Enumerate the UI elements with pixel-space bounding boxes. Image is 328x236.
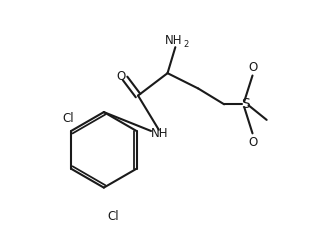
Text: S: S (241, 97, 250, 111)
Text: Cl: Cl (108, 210, 119, 223)
Text: NH: NH (165, 34, 183, 47)
Text: NH: NH (151, 127, 168, 140)
Text: 2: 2 (183, 40, 188, 49)
Text: O: O (249, 135, 258, 149)
Text: O: O (249, 61, 258, 74)
Text: O: O (116, 70, 126, 83)
Text: Cl: Cl (63, 112, 74, 125)
